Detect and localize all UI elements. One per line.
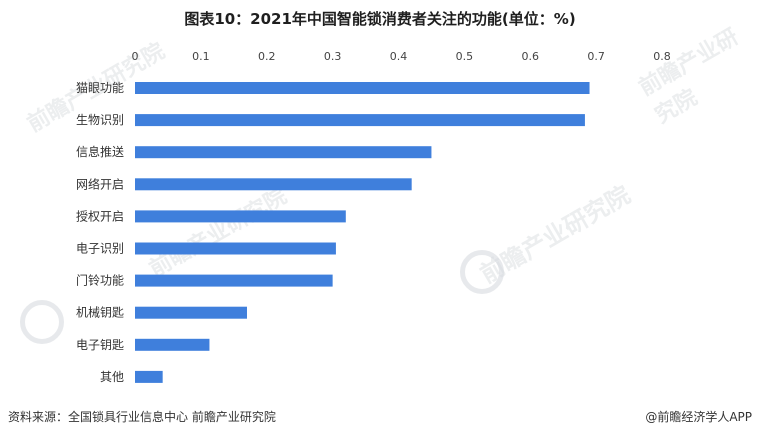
category-label: 猫眼功能 bbox=[76, 81, 124, 95]
source-note: 资料来源：全国锁具行业信息中心 前瞻产业研究院 bbox=[8, 410, 276, 424]
bar bbox=[135, 210, 346, 223]
category-label: 其他 bbox=[100, 370, 124, 384]
bar bbox=[135, 146, 432, 159]
category-label: 电子钥匙 bbox=[76, 338, 124, 352]
category-label: 门铃功能 bbox=[76, 273, 124, 288]
x-tick-label: 0.5 bbox=[456, 50, 474, 63]
x-tick-label: 0.3 bbox=[324, 50, 342, 63]
x-tick-label: 0.4 bbox=[390, 50, 408, 63]
bar bbox=[135, 338, 210, 351]
bar bbox=[135, 242, 336, 255]
category-label: 信息推送 bbox=[76, 144, 124, 159]
category-label: 电子识别 bbox=[76, 242, 124, 256]
bar bbox=[135, 82, 590, 94]
x-tick-label: 0.1 bbox=[192, 50, 210, 63]
bar bbox=[135, 274, 333, 287]
x-tick-label: 0.6 bbox=[522, 50, 540, 63]
x-tick-label: 0.2 bbox=[258, 50, 276, 63]
x-axis: 0 0.1 0.2 0.3 0.4 0.5 0.6 0.7 0.8 bbox=[132, 50, 671, 63]
bar-series bbox=[135, 82, 590, 383]
x-tick-label: 0 bbox=[132, 50, 139, 63]
bar bbox=[135, 114, 585, 127]
category-label: 生物识别 bbox=[76, 113, 124, 127]
category-label: 网络开启 bbox=[76, 176, 124, 191]
bar bbox=[135, 306, 247, 319]
credit-note: @前瞻经济学人APP bbox=[645, 410, 752, 424]
category-label: 授权开启 bbox=[76, 208, 124, 223]
x-tick-label: 0.7 bbox=[587, 50, 605, 63]
bar bbox=[135, 370, 163, 383]
category-label: 机械钥匙 bbox=[76, 305, 124, 320]
bar bbox=[135, 178, 412, 191]
x-tick-label: 0.8 bbox=[653, 50, 671, 63]
chart-title: 图表10：2021年中国智能锁消费者关注的功能(单位：%) bbox=[184, 10, 576, 28]
